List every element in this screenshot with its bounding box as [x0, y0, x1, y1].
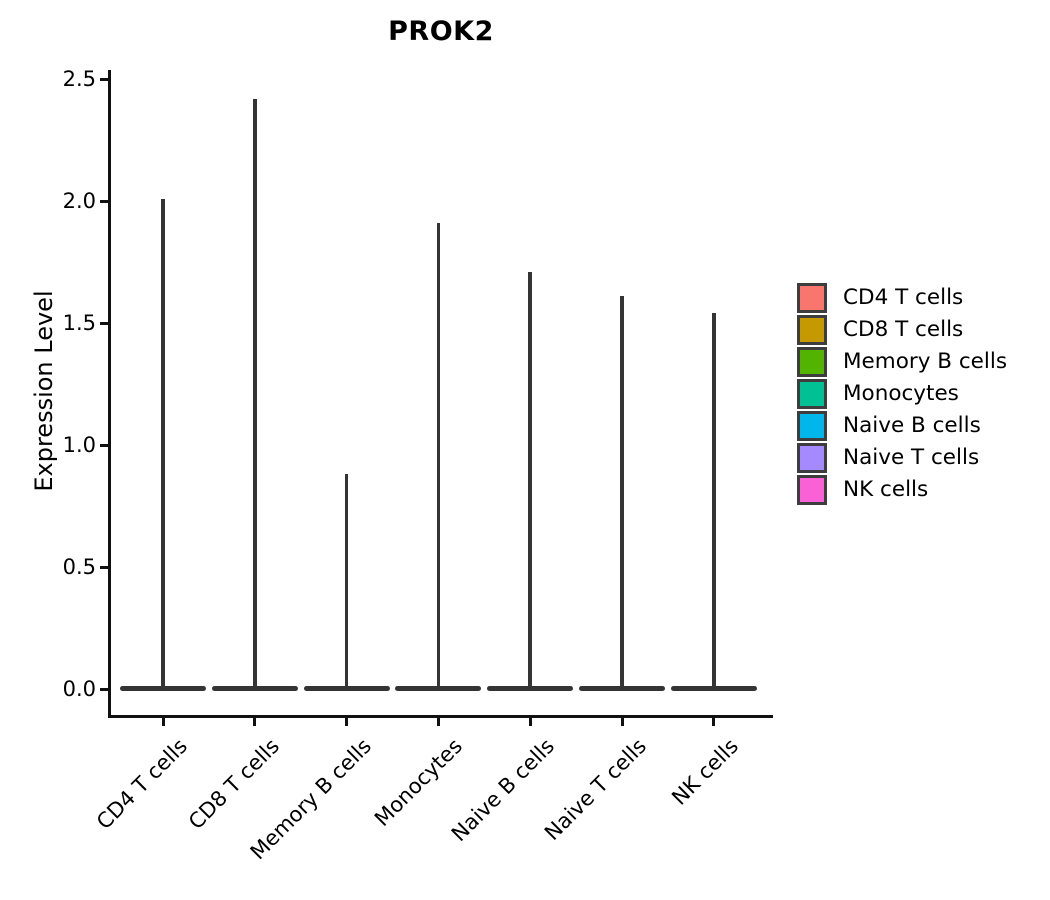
x-tick-label: Memory B cells	[245, 734, 376, 865]
y-tick-label: 1.5	[62, 311, 96, 335]
legend-color-swatch	[797, 443, 827, 473]
x-tick-mark	[161, 718, 165, 726]
y-tick-mark	[100, 687, 108, 691]
y-tick-mark	[100, 443, 108, 447]
violin-spike	[436, 222, 441, 689]
x-tick-label: Monocytes	[370, 734, 468, 832]
legend-item-monocytes: Monocytes	[797, 379, 1007, 409]
x-tick-label: Naive T cells	[539, 734, 651, 846]
x-tick-mark	[345, 718, 349, 726]
y-tick-mark	[100, 77, 108, 81]
x-tick-label: CD4 T cells	[91, 734, 192, 835]
violin-spike	[161, 198, 165, 689]
legend-color-swatch	[797, 411, 827, 441]
y-tick-mark	[100, 199, 108, 203]
legend-color-swatch	[797, 347, 827, 377]
legend-item-nk-cells: NK cells	[797, 475, 1007, 505]
legend-label: CD8 T cells	[843, 317, 964, 342]
legend-color-swatch	[797, 315, 827, 345]
y-axis-title: Expression Level	[30, 290, 58, 492]
y-tick-label: 0.5	[62, 555, 96, 579]
x-tick-label: NK cells	[666, 734, 743, 810]
y-axis-line	[108, 70, 111, 718]
legend-label: CD4 T cells	[843, 285, 964, 310]
chart-title: PROK2	[388, 16, 494, 47]
legend-label: Monocytes	[843, 381, 959, 406]
legend-label: Naive B cells	[843, 413, 981, 438]
violin-spike	[620, 296, 624, 689]
legend-item-naive-b-cells: Naive B cells	[797, 411, 1007, 441]
y-tick-mark	[100, 565, 108, 569]
legend-color-swatch	[797, 475, 827, 505]
legend-item-cd4-t-cells: CD4 T cells	[797, 283, 1007, 313]
violin-spike	[528, 271, 532, 689]
x-axis-line	[108, 715, 773, 718]
y-tick-label: 2.5	[62, 67, 96, 91]
legend-color-swatch	[797, 379, 827, 409]
y-tick-label: 0.0	[62, 677, 96, 701]
legend-item-naive-t-cells: Naive T cells	[797, 443, 1007, 473]
x-tick-mark	[620, 718, 624, 726]
y-tick-label: 1.0	[62, 433, 96, 457]
violin-spike	[712, 313, 716, 689]
x-tick-label: Naive B cells	[447, 734, 560, 847]
x-tick-label: CD8 T cells	[183, 734, 284, 835]
x-tick-mark	[436, 718, 440, 726]
x-tick-mark	[712, 718, 716, 726]
violin-spike	[344, 474, 349, 689]
legend-label: NK cells	[843, 477, 929, 502]
legend-color-swatch	[797, 283, 827, 313]
x-tick-mark	[253, 718, 257, 726]
x-tick-mark	[528, 718, 532, 726]
violin-spike	[253, 98, 257, 689]
y-tick-label: 2.0	[62, 189, 96, 213]
y-tick-mark	[100, 321, 108, 325]
legend-item-memory-b-cells: Memory B cells	[797, 347, 1007, 377]
legend-label: Memory B cells	[843, 349, 1008, 374]
legend-item-cd8-t-cells: CD8 T cells	[797, 315, 1007, 345]
legend-label: Naive T cells	[843, 445, 980, 470]
legend: CD4 T cells CD8 T cells Memory B cells Mono…	[797, 283, 1007, 507]
